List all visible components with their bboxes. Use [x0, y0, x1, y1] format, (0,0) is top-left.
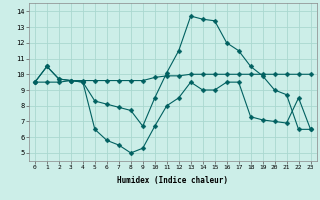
- X-axis label: Humidex (Indice chaleur): Humidex (Indice chaleur): [117, 176, 228, 185]
